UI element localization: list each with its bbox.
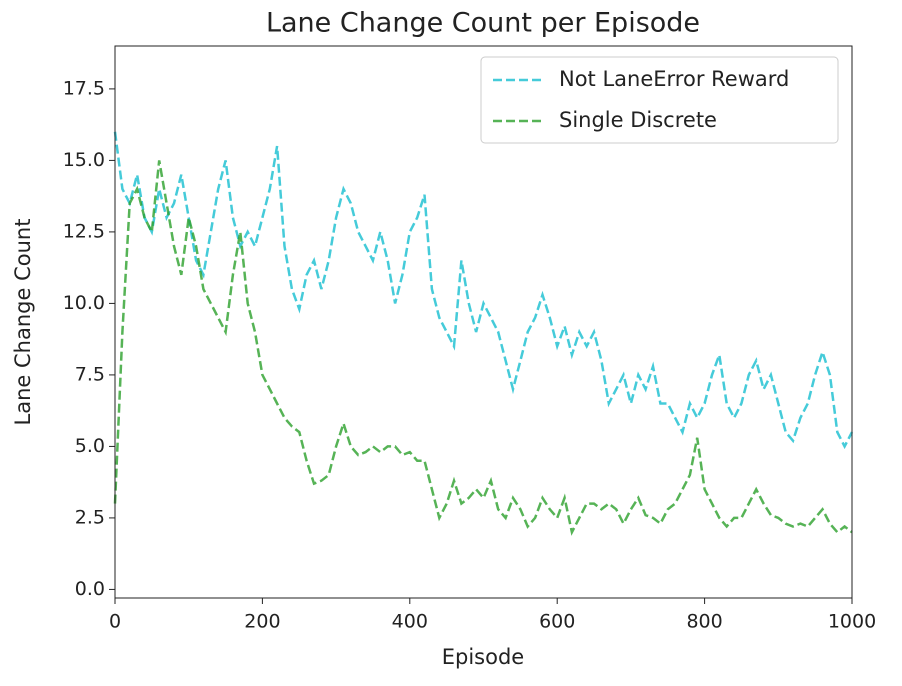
legend-box [480, 56, 839, 144]
data-line [113, 131, 854, 450]
y-axis-label: Lane Change Count [11, 219, 35, 426]
y-tick-label: 5.0 [75, 435, 105, 457]
x-tick-label: 800 [686, 611, 722, 633]
y-tick-label: 7.5 [75, 363, 105, 385]
data-line [113, 160, 853, 536]
y-tick-label: 15.0 [63, 149, 105, 171]
x-axis-label: Episode [442, 645, 524, 669]
y-tick-label: 0.0 [75, 578, 105, 600]
legend-label: Single Discrete [559, 108, 717, 132]
x-tick-label: 400 [392, 611, 428, 633]
legend-label: Not LaneError Reward [559, 67, 789, 91]
y-tick-label: 12.5 [63, 220, 105, 242]
plot-frame [114, 45, 853, 599]
y-tick-label: 10.0 [63, 292, 105, 314]
x-tick-label: 1000 [828, 611, 876, 633]
x-tick-label: 0 [109, 611, 121, 633]
y-tick-label: 17.5 [63, 77, 105, 99]
y-tick-label: 2.5 [75, 506, 105, 528]
x-tick-label: 600 [539, 611, 575, 633]
x-tick-label: 200 [244, 611, 280, 633]
chart-title: Lane Change Count per Episode [266, 8, 700, 39]
